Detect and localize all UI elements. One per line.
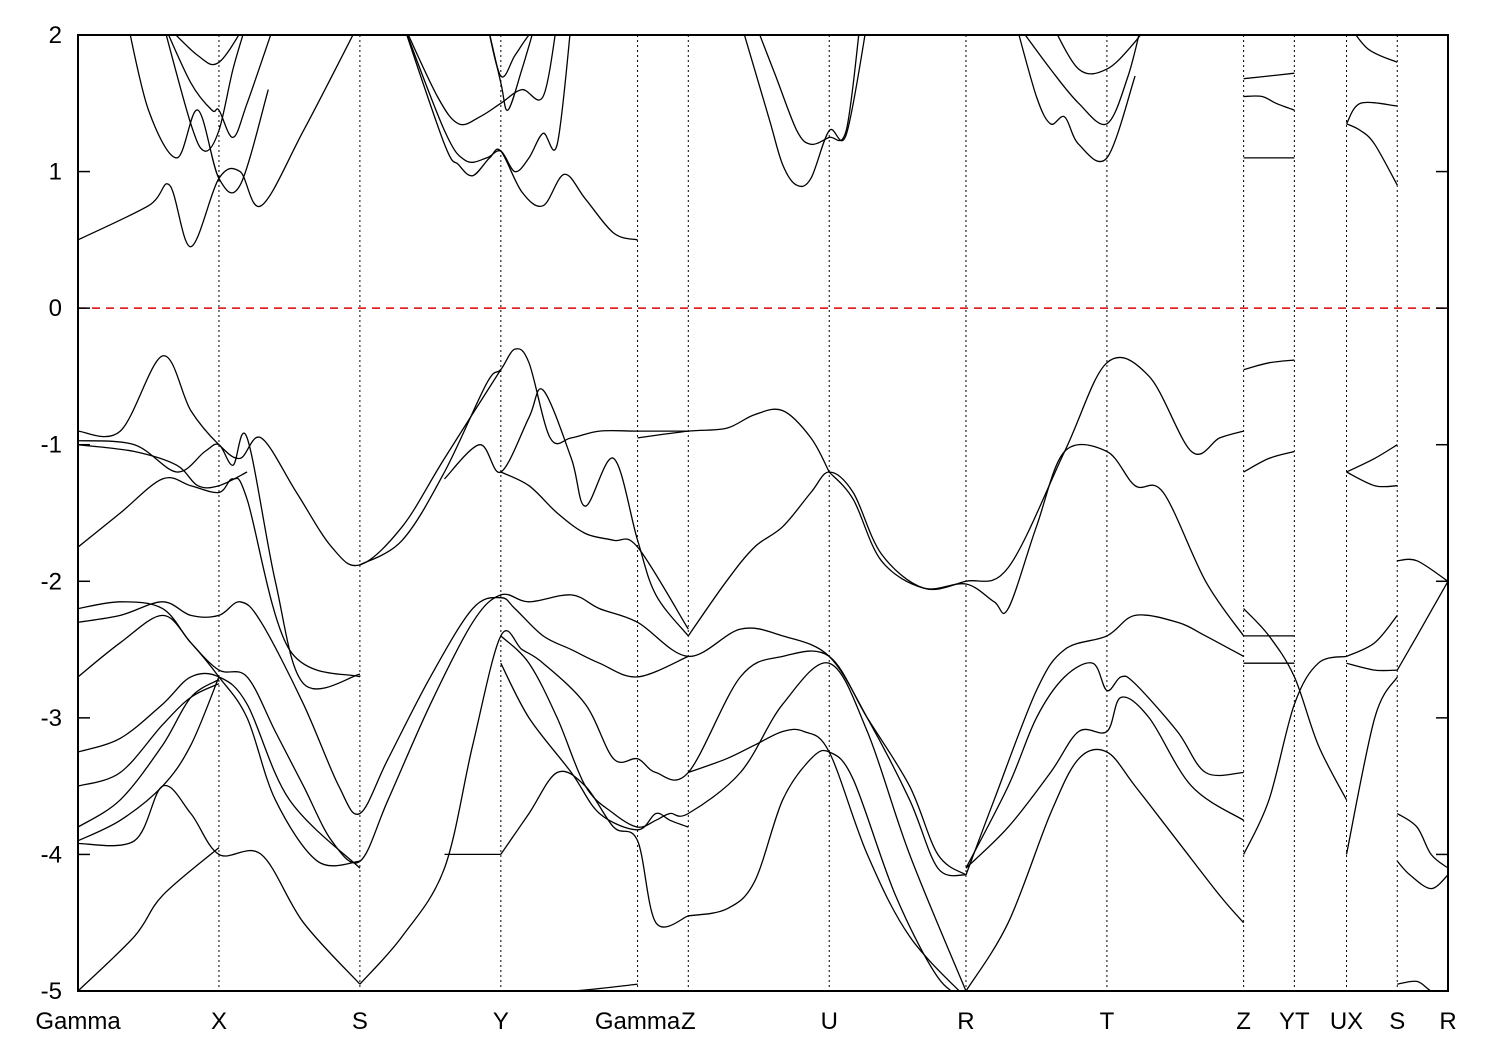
band-line <box>1396 860 1448 890</box>
band-line <box>1056 35 1142 75</box>
band-line <box>500 662 689 831</box>
band-line <box>965 614 1244 876</box>
band-line <box>78 596 689 815</box>
band-line <box>1243 608 1348 801</box>
band-line <box>1243 95 1295 111</box>
band-line <box>78 679 220 828</box>
y-axis: -5 -4 -3 -2 -1 0 1 2 <box>41 22 1448 1005</box>
band-line <box>965 748 1245 991</box>
y-tick-label: 2 <box>49 22 62 49</box>
band-line <box>500 770 689 928</box>
y-tick-label: -5 <box>41 978 62 1005</box>
x-tick-label: R <box>1439 1008 1456 1035</box>
band-line <box>500 635 967 991</box>
x-tick-label: YT <box>1279 1008 1310 1035</box>
band-line <box>1397 558 1448 582</box>
y-tick-label: 0 <box>49 295 62 322</box>
band-line <box>688 749 953 991</box>
band-line <box>500 471 689 630</box>
x-tick-label: S <box>1389 1008 1405 1035</box>
band-line <box>78 477 361 678</box>
band-line <box>78 847 220 991</box>
band-line <box>1243 655 1347 855</box>
y-tick-label: -3 <box>41 705 62 732</box>
plot-frame <box>77 34 1449 992</box>
band-line <box>1346 471 1398 488</box>
band-line <box>1346 614 1398 657</box>
band-line <box>78 614 360 867</box>
x-tick-label: X <box>211 1008 227 1035</box>
band-line <box>407 35 556 126</box>
x-tick-label: Z <box>681 1008 696 1035</box>
band-line <box>78 35 354 248</box>
band-line <box>687 356 1244 637</box>
x-tick-label: R <box>957 1008 974 1035</box>
band-line <box>78 593 967 877</box>
band-line <box>1396 580 1448 671</box>
band-line <box>78 784 361 985</box>
band-line <box>359 348 689 566</box>
kpoint-gridlines <box>218 35 1398 991</box>
y-tick-label: 1 <box>49 159 62 186</box>
band-line <box>637 408 830 473</box>
band-line <box>828 443 1245 637</box>
band-line <box>175 35 240 66</box>
x-tick-label: Y <box>493 1008 509 1035</box>
band-line <box>1396 812 1448 869</box>
band-line <box>965 662 1244 869</box>
x-tick-label: S <box>352 1008 368 1035</box>
y-tick-label: -1 <box>41 432 62 459</box>
band-line <box>444 388 689 637</box>
bands-layer <box>78 35 1448 991</box>
y-tick-label: -4 <box>41 841 62 868</box>
y-tick-label: -2 <box>41 568 62 595</box>
band-line <box>406 35 571 173</box>
band-line <box>167 35 272 139</box>
band-line <box>406 35 638 241</box>
band-line <box>129 35 269 194</box>
band-line <box>78 683 220 787</box>
band-line <box>78 444 248 489</box>
band-line <box>1018 35 1136 163</box>
band-line <box>1024 35 1140 126</box>
band-line <box>965 696 1244 869</box>
band-line <box>359 630 967 985</box>
band-line <box>743 35 866 188</box>
band-line <box>1243 72 1295 80</box>
band-line <box>1397 980 1433 991</box>
band-line <box>1355 35 1398 63</box>
band-line <box>489 35 530 78</box>
x-tick-label: UX <box>1330 1008 1363 1035</box>
band-line <box>688 728 961 991</box>
x-tick-label: U <box>821 1008 838 1035</box>
band-line <box>489 35 533 111</box>
band-line <box>1346 123 1398 186</box>
x-axis: Gamma X S Y Gamma Z U R T Z YT UX S R <box>35 1008 1456 1035</box>
band-line <box>78 355 502 567</box>
band-line <box>165 35 244 152</box>
x-tick-label: T <box>1100 1008 1115 1035</box>
band-line <box>759 35 860 146</box>
x-tick-label: Z <box>1236 1008 1251 1035</box>
band-line <box>1243 359 1295 371</box>
band-line <box>78 672 361 869</box>
x-tick-label: Gamma <box>35 1008 121 1035</box>
x-tick-label: Gamma <box>595 1008 681 1035</box>
band-line <box>1346 662 1398 672</box>
band-line <box>1346 444 1398 473</box>
band-line <box>500 983 638 991</box>
band-line <box>1345 676 1398 855</box>
band-line <box>1243 450 1295 473</box>
band-line <box>1345 101 1398 125</box>
